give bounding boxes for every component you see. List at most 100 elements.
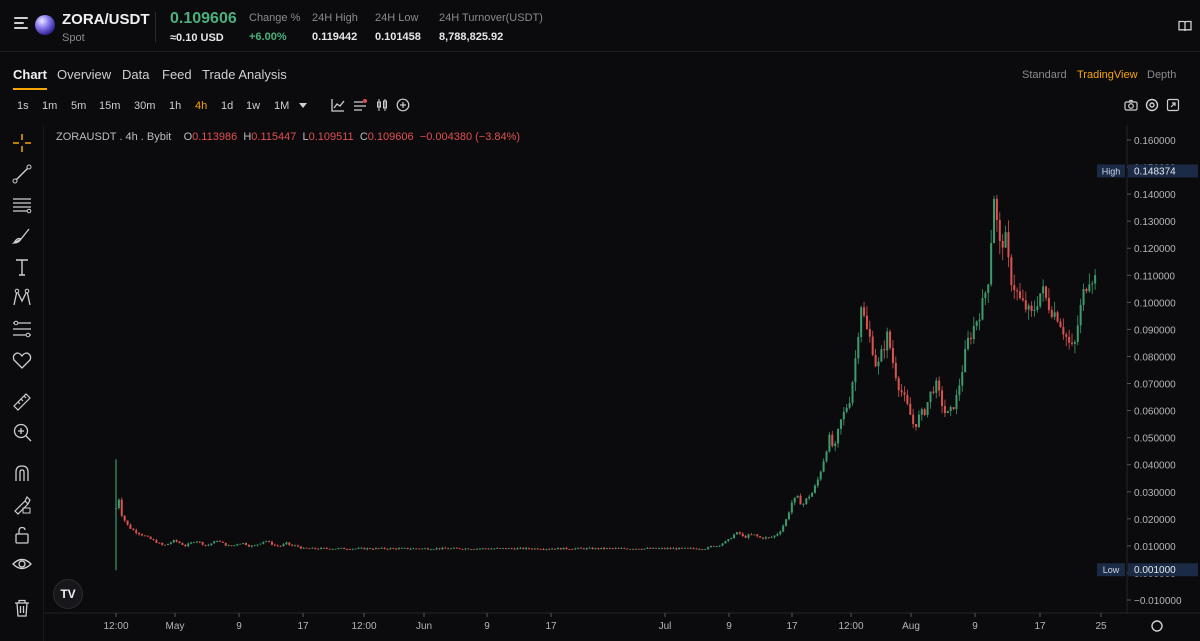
settings-icon[interactable]: [1145, 98, 1159, 112]
candle-down: [915, 424, 918, 427]
text-icon[interactable]: [11, 256, 33, 278]
candle-down: [510, 548, 513, 550]
candle-down: [149, 536, 152, 540]
favorite-icon[interactable]: [11, 349, 33, 371]
candle-down: [325, 548, 328, 549]
candle-down: [579, 547, 583, 549]
candle-down: [1001, 240, 1004, 248]
candle-up: [302, 547, 305, 549]
tab-trade-analysis[interactable]: Trade Analysis: [202, 67, 287, 82]
candle-down: [473, 549, 476, 550]
zoom-in-icon[interactable]: [11, 421, 33, 443]
candle-up: [782, 525, 785, 532]
timeframe-30m[interactable]: 30m: [134, 100, 156, 112]
ruler-icon[interactable]: [11, 391, 33, 413]
candle-up: [920, 409, 923, 415]
candle-up: [620, 548, 623, 549]
candle-down: [692, 548, 695, 549]
candle-down: [548, 548, 551, 550]
forecast-icon[interactable]: [11, 318, 33, 340]
high-marker-label-bg: [1097, 164, 1125, 178]
candle-up: [735, 532, 738, 535]
candle-up: [294, 545, 297, 547]
trash-icon[interactable]: [11, 597, 33, 619]
candle-up: [481, 548, 484, 550]
candle-up: [990, 243, 993, 285]
candle-down: [120, 499, 123, 516]
hamburger-menu-icon[interactable]: [14, 17, 28, 31]
indicators-icon[interactable]: [353, 98, 367, 112]
candle-up: [478, 548, 481, 550]
timeframe-1M[interactable]: 1M: [274, 100, 290, 112]
candle-down: [348, 549, 351, 550]
tab-data[interactable]: Data: [122, 67, 150, 82]
candle-up: [634, 548, 637, 550]
timeframe-15m[interactable]: 15m: [99, 100, 121, 112]
y-tick-label: 0.100000: [1134, 298, 1176, 309]
candle-up: [614, 548, 617, 549]
trading-pair[interactable]: ZORA/USDT: [62, 11, 150, 28]
magnet-icon[interactable]: [11, 462, 33, 484]
timeframe-1w[interactable]: 1w: [246, 100, 261, 112]
timeframe-1h[interactable]: 1h: [169, 100, 182, 112]
candle-up: [398, 548, 401, 550]
candle-up: [1042, 286, 1045, 294]
tab-overview[interactable]: Overview: [57, 67, 112, 82]
candle-down: [143, 535, 146, 537]
candlestick-chart[interactable]: 0.1600000.1500000.1400000.1300000.120000…: [45, 125, 1200, 641]
camera-icon[interactable]: [1124, 98, 1138, 112]
timeframe-1m[interactable]: 1m: [42, 100, 58, 112]
candle-up: [837, 428, 840, 444]
candle-down: [608, 548, 611, 549]
candle-up: [805, 498, 808, 504]
tab-feed[interactable]: Feed: [162, 67, 192, 82]
candle-up: [813, 485, 816, 493]
indicator-chart-icon[interactable]: [331, 98, 345, 112]
view-standard[interactable]: Standard: [1022, 69, 1067, 81]
candle-up: [562, 547, 565, 550]
candle-up: [210, 543, 213, 545]
candle-down: [891, 347, 894, 363]
fullscreen-icon[interactable]: [1166, 98, 1180, 112]
candle-down: [894, 362, 897, 379]
candle-down: [938, 380, 941, 391]
candle-down: [631, 549, 635, 550]
eye-icon[interactable]: [11, 553, 33, 575]
main-tabs: Chart Overview Data Feed Trade Analysis …: [0, 60, 1200, 94]
candle-up: [1073, 341, 1076, 344]
candle-down: [513, 548, 516, 550]
candle-up: [978, 319, 981, 322]
chevron-down-icon[interactable]: [296, 98, 310, 112]
timeframe-4h[interactable]: 4h: [195, 100, 208, 112]
fib-icon[interactable]: [11, 194, 33, 216]
crosshair-icon[interactable]: [11, 132, 33, 154]
pattern-icon[interactable]: [11, 287, 33, 309]
candle-up: [374, 548, 377, 550]
timeframe-1d[interactable]: 1d: [221, 100, 234, 112]
view-tradingview[interactable]: TradingView: [1077, 69, 1138, 81]
tradingview-logo[interactable]: TV: [53, 579, 83, 609]
lock-drawing-icon[interactable]: [11, 493, 33, 515]
timeframe-1s[interactable]: 1s: [17, 100, 29, 112]
price-chart[interactable]: 0.1600000.1500000.1400000.1300000.120000…: [45, 125, 1200, 641]
timeframe-5m[interactable]: 5m: [71, 100, 87, 112]
candle-up: [747, 534, 750, 538]
candle-down: [1062, 327, 1065, 335]
y-tick-label: 0.130000: [1134, 217, 1176, 228]
candle-style-icon[interactable]: [375, 98, 389, 112]
candle-down: [952, 407, 955, 410]
candle-down: [969, 337, 972, 340]
candle-down: [883, 349, 886, 351]
candle-up: [421, 548, 424, 550]
candle-down: [244, 542, 247, 545]
add-compare-icon[interactable]: [396, 98, 410, 112]
tab-chart[interactable]: Chart: [13, 67, 47, 90]
view-depth[interactable]: Depth: [1147, 69, 1177, 81]
brush-icon[interactable]: [11, 225, 33, 247]
candle-up: [265, 541, 268, 542]
trendline-icon[interactable]: [11, 163, 33, 185]
candle-up: [839, 419, 842, 429]
lock-icon[interactable]: [11, 524, 33, 546]
candle-down: [943, 406, 946, 414]
book-icon[interactable]: [1178, 20, 1192, 32]
